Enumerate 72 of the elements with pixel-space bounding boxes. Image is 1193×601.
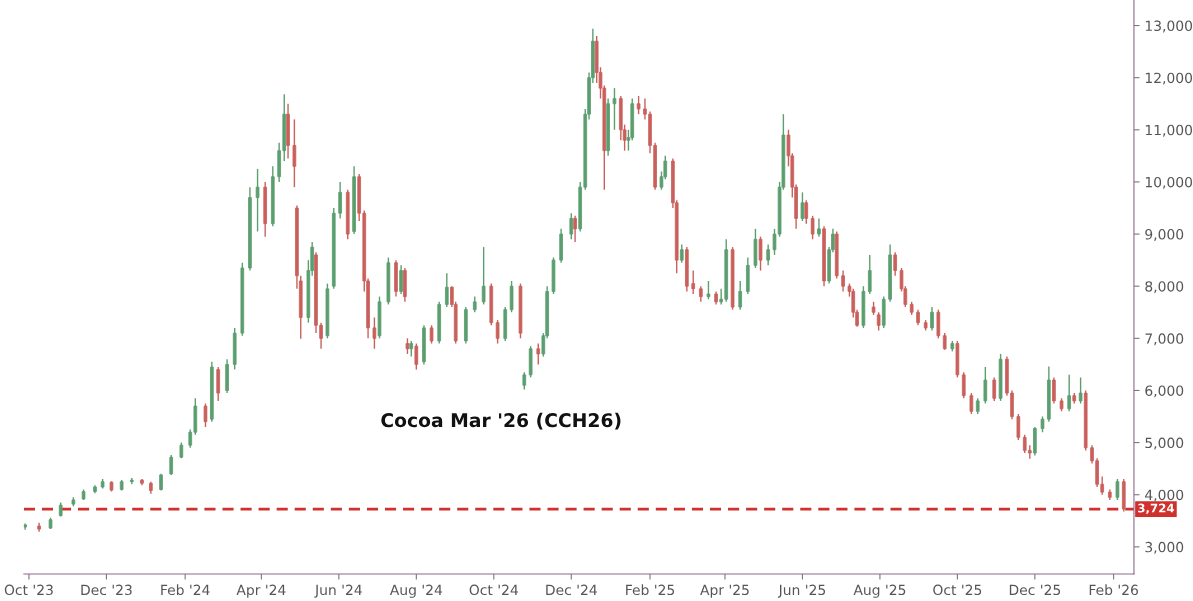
y-tick-label: 8,000 <box>1145 281 1184 294</box>
candlestick <box>509 280 514 313</box>
x-tick-label: Apr '25 <box>700 584 749 598</box>
candlestick <box>930 306 934 332</box>
x-tick-label: Feb '25 <box>626 584 675 596</box>
candlestick <box>1016 413 1021 441</box>
y-tick-label: 7,000 <box>1145 333 1184 346</box>
candlestick <box>766 243 770 267</box>
candlestick <box>372 316 377 350</box>
y-tick-label: 5,000 <box>1145 437 1184 450</box>
x-tick-label: Oct '24 <box>469 584 518 596</box>
candlestick <box>936 308 941 340</box>
candlestick <box>1052 376 1056 405</box>
candlestick <box>817 217 821 238</box>
candlestick <box>961 371 966 399</box>
candlestick <box>203 402 208 428</box>
text: Cocoa Mar '26 (CCH26) <box>381 412 621 430</box>
candlestick <box>738 280 743 311</box>
candlestick <box>1067 374 1071 413</box>
candlestick <box>841 269 845 293</box>
candlestick <box>444 272 449 308</box>
candlestick <box>969 392 974 415</box>
candlestick <box>255 168 260 233</box>
candlestick <box>414 342 419 371</box>
candlestick <box>800 191 805 222</box>
candlestick <box>495 319 500 345</box>
y-tick-label: 10,000 <box>1145 176 1193 189</box>
x-tick-label: Dec '23 <box>81 584 132 596</box>
candlestick <box>1115 478 1120 501</box>
candlestick <box>399 264 403 295</box>
y-tick-label: 12,000 <box>1145 72 1193 85</box>
candlestick <box>867 254 872 295</box>
candlestick <box>893 251 897 277</box>
candlestick <box>292 118 297 188</box>
ref-line-label: 3,724 <box>1138 503 1175 515</box>
candlestick <box>573 215 577 243</box>
x-tick-label: Feb '24 <box>161 584 210 596</box>
candlestick <box>612 87 617 131</box>
x-tick-label: Dec '25 <box>1009 584 1061 596</box>
candlestick <box>983 366 988 405</box>
candlestick <box>216 366 221 402</box>
candlestick <box>691 269 696 295</box>
y-tick-label: 13,000 <box>1145 20 1193 33</box>
candlestick <box>169 454 174 476</box>
candlestick <box>706 280 711 300</box>
x-tick-label: Aug '25 <box>853 584 906 598</box>
candlestick <box>1078 376 1083 405</box>
candlestick <box>679 243 684 264</box>
candlestick <box>536 342 541 366</box>
y-tick-label: 11,000 <box>1145 124 1193 137</box>
y-tick-label: 4,000 <box>1145 489 1184 502</box>
candlestick <box>804 199 809 225</box>
candlestick <box>992 376 997 402</box>
x-tick-label: Aug '24 <box>389 584 443 598</box>
y-tick-label: 6,000 <box>1145 385 1184 398</box>
x-tick-label: Feb '26 <box>1089 584 1138 596</box>
x-tick-label: Dec '24 <box>546 584 597 596</box>
y-tick-label: 9,000 <box>1145 229 1184 241</box>
candlestick <box>481 246 486 306</box>
x-tick-label: Jun '24 <box>314 584 362 598</box>
candlestick <box>569 212 574 240</box>
candlestick <box>429 324 434 345</box>
candlestick <box>338 181 342 220</box>
y-tick-label: 3,000 <box>1145 541 1184 554</box>
candlestick <box>758 235 763 272</box>
x-tick-label: Jun '25 <box>777 584 826 598</box>
x-tick-label: Apr '24 <box>236 584 286 598</box>
candlestick <box>810 215 815 240</box>
x-tick-label: Oct '25 <box>933 584 982 596</box>
x-tick-label: Oct '23 <box>4 584 53 596</box>
candlestick <box>876 311 881 332</box>
candlestick <box>636 95 641 115</box>
